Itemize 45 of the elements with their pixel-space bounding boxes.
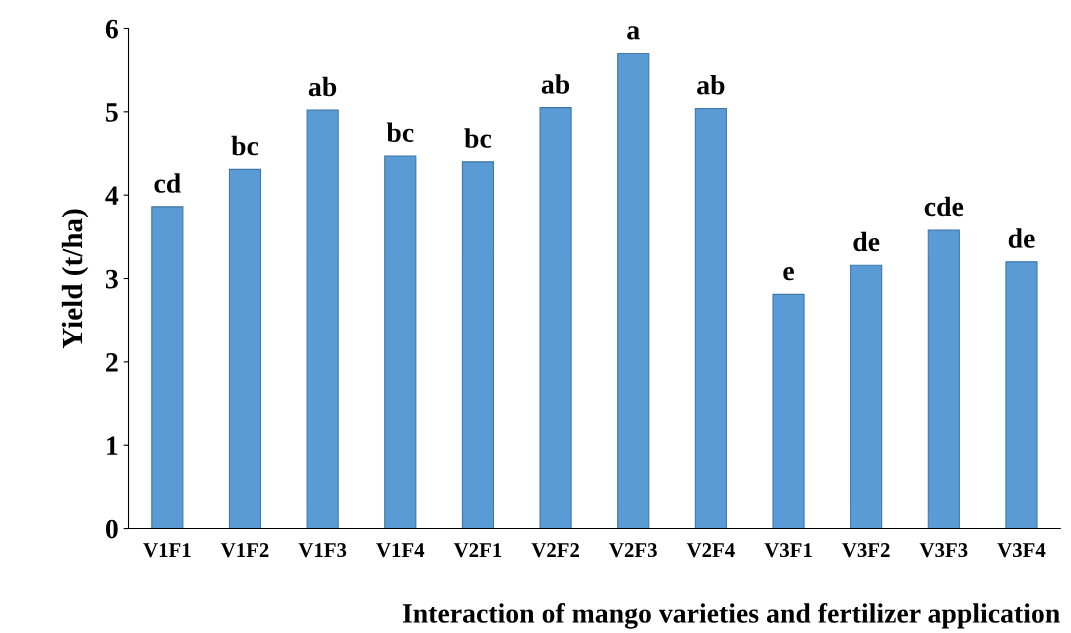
annotation: bc [464,128,492,148]
x-tick-label: V2F1 [453,543,502,558]
x-tick-label: V2F3 [609,543,657,558]
bar [151,206,184,529]
y-tick-label: 0 [105,519,118,539]
bar [539,107,572,529]
x-tick-label: V1F2 [220,543,269,558]
annotation: de [1008,228,1035,248]
bar [384,155,417,529]
bar [1005,261,1038,529]
x-tick-label: V3F4 [997,543,1046,558]
annotation: cd [154,173,181,193]
annotation: ab [308,76,337,97]
x-tick-label: V2F2 [531,543,579,558]
annotation: cde [924,196,964,217]
x-axis-title: Interaction of mango varieties and fertilizer application [402,603,1060,629]
x-tick-label: V3F3 [919,543,968,558]
x-tick-label: V2F4 [686,543,735,558]
y-axis-title: Yield (t/ha) [61,209,89,349]
y-tick-label: 4 [105,186,119,205]
bar [306,109,339,529]
bar [228,168,262,529]
y-tick-label: 5 [106,103,118,122]
y-tick-label: 2 [106,353,118,372]
bar [850,264,883,529]
y-tick-label: 3 [105,269,118,289]
bar [772,293,805,529]
annotation: ab [541,74,570,94]
annotation: a [627,26,640,40]
x-tick-label: V1F4 [376,543,425,558]
annotation: bc [386,122,414,143]
bar [617,52,650,529]
annotation: de [853,231,880,252]
annotation: bc [231,135,259,156]
y-tick-label: 6 [105,19,118,39]
annotation: ab [697,74,725,95]
bar [694,107,727,529]
x-tick-label: V1F1 [143,543,191,558]
x-tick-label: V1F3 [298,543,347,558]
bar [927,229,960,529]
annotation: e [783,267,794,281]
bar [461,161,495,529]
x-tick-label: V3F1 [764,543,812,558]
x-tick-label: V3F2 [842,543,890,558]
y-tick-label: 1 [107,436,118,455]
